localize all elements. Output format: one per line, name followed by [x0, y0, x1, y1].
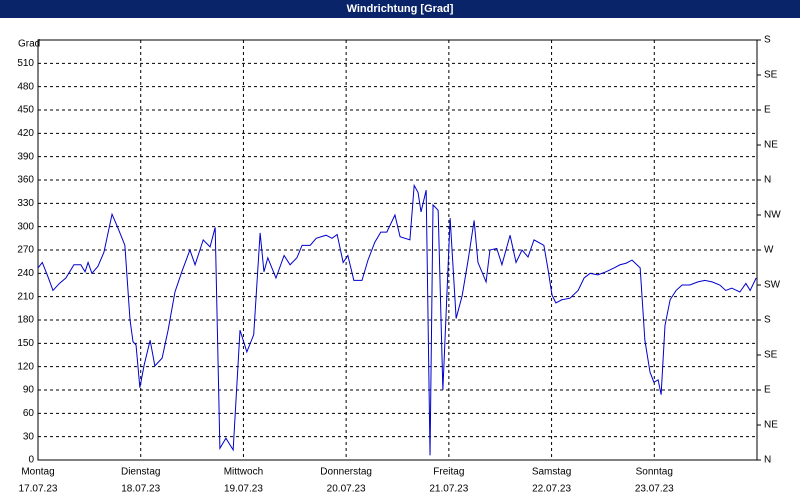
x-tick-label: Montag: [21, 467, 54, 478]
y-tick-label: 390: [17, 151, 34, 162]
x-tick-label: Freitag: [433, 467, 464, 478]
y2-tick-label: SE: [764, 70, 778, 81]
y-tick-label: 360: [17, 175, 34, 186]
y-tick-label: 120: [17, 361, 34, 372]
y-tick-label: 420: [17, 128, 34, 139]
x-tick-label: Donnerstag: [320, 467, 372, 478]
y2-tick-label: NW: [764, 210, 781, 221]
y-tick-label: 330: [17, 198, 34, 209]
y-axis-label: Grad: [18, 39, 40, 50]
y2-tick-label: S: [764, 315, 771, 326]
y-tick-label: 480: [17, 81, 34, 92]
y2-tick-label: E: [764, 105, 771, 116]
x-tick-label: Sonntag: [636, 467, 673, 478]
y-tick-label: 210: [17, 291, 34, 302]
y-tick-label: 300: [17, 221, 34, 232]
x-tick-date: 21.07.23: [429, 484, 468, 495]
x-tick-date: 18.07.23: [121, 484, 160, 495]
y-tick-label: 60: [23, 408, 35, 419]
x-tick-date: 20.07.23: [327, 484, 366, 495]
y2-tick-label: SE: [764, 350, 778, 361]
y2-tick-label: NE: [764, 140, 778, 151]
y2-tick-label: NE: [764, 420, 778, 431]
y-tick-label: 90: [23, 385, 35, 396]
chart-title: Windrichtung [Grad]: [347, 3, 454, 15]
y2-tick-label: W: [764, 245, 774, 256]
x-tick-label: Samstag: [532, 467, 571, 478]
x-tick-date: 17.07.23: [19, 484, 58, 495]
title-bar: [0, 0, 800, 18]
y2-tick-label: SW: [764, 280, 781, 291]
y-tick-label: 270: [17, 245, 34, 256]
plot-frame: [37, 39, 758, 461]
y2-tick-label: N: [764, 175, 771, 186]
y-tick-label: 30: [23, 431, 35, 442]
x-tick-label: Mittwoch: [224, 467, 263, 478]
y-tick-label: 240: [17, 268, 34, 279]
y2-tick-label: E: [764, 385, 771, 396]
data-line: [37, 183, 757, 456]
y2-tick-label: S: [764, 35, 771, 46]
x-tick-date: 22.07.23: [532, 484, 571, 495]
y-tick-label: 150: [17, 338, 34, 349]
x-tick-date: 23.07.23: [635, 484, 674, 495]
y-tick-label: 0: [28, 455, 34, 466]
y-tick-label: 510: [17, 58, 34, 69]
x-tick-label: Dienstag: [121, 467, 160, 478]
x-tick-date: 19.07.23: [224, 484, 263, 495]
y2-tick-label: N: [764, 455, 771, 466]
y-tick-label: 180: [17, 315, 34, 326]
y-tick-label: 450: [17, 105, 34, 116]
